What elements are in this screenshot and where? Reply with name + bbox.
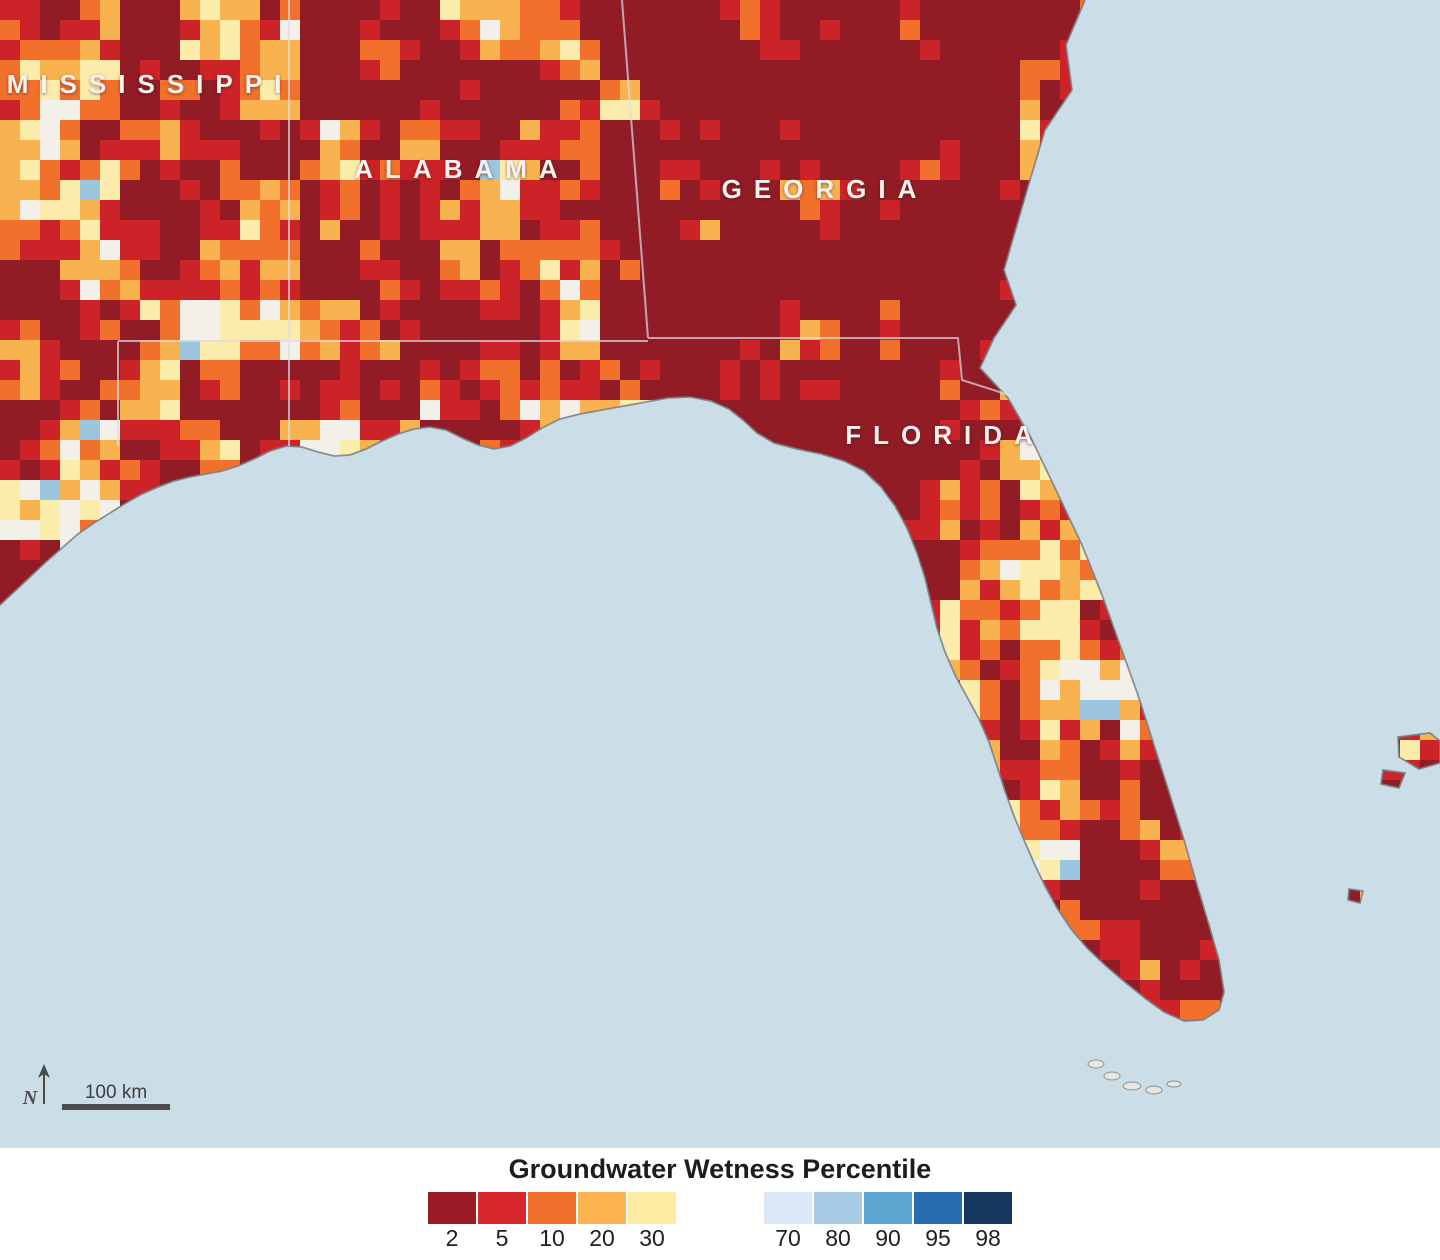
legend-wet-swatch-col-80: 80	[814, 1192, 862, 1250]
legend-dry-swatch	[628, 1192, 676, 1224]
legend-dry-swatch-col-10: 10	[528, 1192, 576, 1250]
legend-dry-swatch-col-2: 2	[428, 1192, 476, 1250]
scale-bar: 100 km	[62, 1082, 170, 1110]
legend-dry-swatch	[528, 1192, 576, 1224]
legend-dry-swatch-label: 10	[539, 1225, 565, 1251]
scale-bar-label: 100 km	[85, 1082, 147, 1103]
border-al-ga	[621, 0, 649, 339]
legend-dry-swatch-label: 2	[445, 1225, 459, 1251]
legend-wet-swatch-col-98: 98	[964, 1192, 1012, 1250]
map-area: MISSISSIPPI ALABAMA GEORGIA FLORIDA N 10…	[0, 0, 1440, 1148]
legend-wet-swatch-label: 95	[925, 1225, 951, 1251]
legend-dry-swatch-label: 5	[495, 1225, 509, 1251]
border-la-ms	[117, 340, 289, 446]
legend-wet-swatch-label: 80	[825, 1225, 851, 1251]
florida-keys	[1087, 1059, 1182, 1095]
legend-wet-swatch-col-95: 95	[914, 1192, 962, 1250]
legend-wet-swatch-label: 90	[875, 1225, 901, 1251]
border-ga-fl	[648, 337, 1013, 397]
coastline	[0, 0, 1440, 1022]
north-arrow-icon: N	[22, 1064, 50, 1109]
legend-dry-swatch-col-30: 30	[628, 1192, 676, 1250]
legend-dry-swatch-label: 30	[639, 1225, 665, 1251]
legend: Groundwater Wetness Percentile 2 5 10 20 30 …	[0, 1148, 1440, 1260]
legend-wet-swatch-label: 70	[775, 1225, 801, 1251]
state-label-florida: FLORIDA	[845, 420, 1045, 450]
legend-dry-swatch-col-20: 20	[578, 1192, 626, 1250]
legend-dry-swatch	[428, 1192, 476, 1224]
legend-wet-swatch	[814, 1192, 862, 1224]
legend-wet-swatch	[864, 1192, 912, 1224]
state-label-georgia: GEORGIA	[722, 174, 929, 204]
legend-title: Groundwater Wetness Percentile	[508, 1154, 932, 1184]
legend-wet-swatch-label: 98	[975, 1225, 1001, 1251]
legend-dry-swatch-label: 20	[589, 1225, 615, 1251]
legend-wet-swatch-col-90: 90	[864, 1192, 912, 1250]
legend-dry-swatch	[578, 1192, 626, 1224]
legend-rows: 2 5 10 20 30 70 80 90 95 98	[0, 1192, 1440, 1250]
state-label-mississippi: MISSISSIPPI	[7, 69, 294, 99]
north-label: N	[22, 1087, 39, 1109]
state-label-alabama: ALABAMA	[354, 154, 569, 184]
map-svg: MISSISSIPPI ALABAMA GEORGIA FLORIDA N 10…	[0, 0, 1440, 1148]
legend-wet-swatch-col-70: 70	[764, 1192, 812, 1250]
legend-wet-swatch	[914, 1192, 962, 1224]
legend-dry-swatch	[478, 1192, 526, 1224]
state-borders	[117, 0, 1013, 446]
legend-dry-swatch-col-5: 5	[478, 1192, 526, 1250]
legend-wet-group: 70 80 90 95 98	[764, 1192, 1012, 1250]
legend-wet-swatch	[964, 1192, 1012, 1224]
legend-wet-swatch	[764, 1192, 812, 1224]
legend-dry-group: 2 5 10 20 30	[428, 1192, 676, 1250]
